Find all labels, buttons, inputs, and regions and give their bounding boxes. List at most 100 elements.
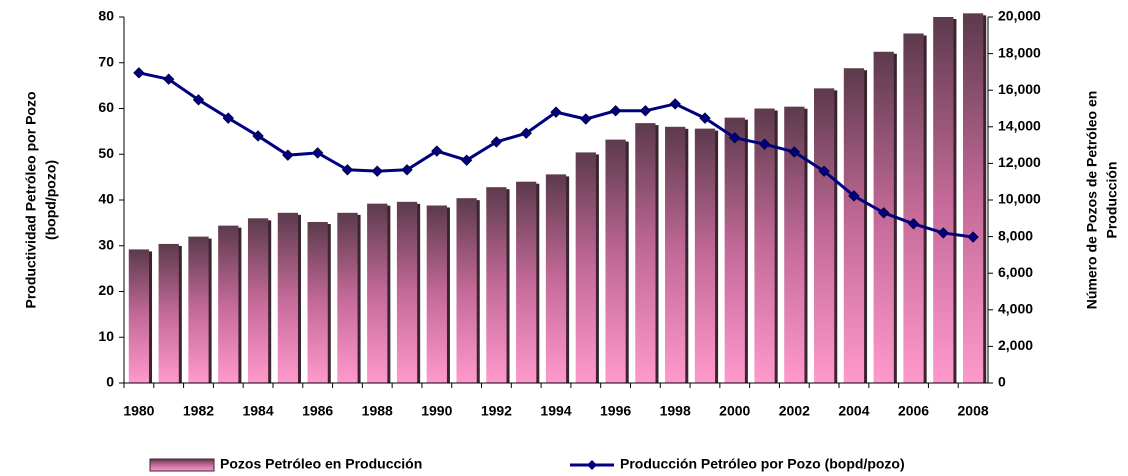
x-tick-label: 1996: [600, 403, 631, 419]
y2-tick-label: 4,000: [998, 301, 1033, 317]
line-marker: [431, 145, 443, 157]
x-tick-label: 1982: [183, 403, 214, 419]
bar: [665, 126, 686, 384]
y-tick-label: 10: [98, 328, 114, 344]
bar: [903, 33, 924, 383]
line-marker: [311, 147, 324, 159]
bar: [218, 225, 239, 383]
line-marker: [162, 73, 175, 85]
line-marker: [580, 113, 592, 125]
y2-tick-label: 20,000: [998, 8, 1041, 24]
line-marker: [967, 231, 979, 243]
bar: [814, 88, 835, 384]
y2-tick-label: 12,000: [998, 154, 1041, 170]
y-tick-label: 50: [98, 145, 114, 161]
y2-tick-label: 10,000: [998, 191, 1041, 207]
bar: [843, 68, 865, 384]
line-marker: [639, 105, 652, 117]
bar: [367, 203, 388, 383]
bar: [158, 243, 179, 383]
bar: [754, 108, 775, 383]
bar: [337, 212, 358, 383]
line-marker: [729, 132, 741, 144]
line-marker: [937, 227, 950, 239]
line-marker: [878, 207, 890, 219]
bar: [635, 123, 656, 383]
bar: [247, 218, 269, 383]
bar: [426, 205, 447, 383]
bar: [575, 152, 596, 383]
line-marker: [252, 130, 264, 142]
bar: [396, 201, 418, 383]
x-tick-label: 1998: [660, 403, 691, 419]
bar: [545, 174, 567, 383]
y2-tick-label: 16,000: [998, 81, 1041, 97]
y-tick-label: 0: [106, 374, 114, 390]
y-axis-title: Productividad Petróleo por Pozo: [23, 91, 39, 308]
line-marker: [460, 154, 473, 166]
bar: [694, 128, 716, 383]
bar: [605, 139, 626, 383]
bar: [486, 187, 507, 383]
line-marker: [222, 112, 234, 124]
line-marker: [371, 165, 383, 177]
y2-tick-label: 8,000: [998, 227, 1033, 243]
legend-label: Producción Petróleo por Pozo (bopd/pozo): [620, 456, 905, 472]
x-tick-label: 1984: [242, 403, 273, 419]
y-tick-label: 80: [98, 8, 114, 24]
x-tick-label: 1990: [421, 403, 452, 419]
x-tick-label: 1980: [123, 403, 154, 419]
x-tick-label: 2006: [898, 403, 929, 419]
y2-tick-label: 2,000: [998, 337, 1033, 353]
y-tick-label: 70: [98, 53, 114, 69]
y-tick-label: 60: [98, 99, 114, 115]
y2-tick-label: 6,000: [998, 264, 1033, 280]
bar: [188, 236, 209, 383]
y-axis-title: (bopd/pozo): [43, 160, 59, 240]
bar: [724, 117, 745, 384]
x-tick-label: 1988: [362, 403, 393, 419]
line-marker: [907, 218, 920, 230]
y2-tick-label: 14,000: [998, 118, 1041, 134]
line-marker: [401, 164, 413, 176]
legend-swatch: [149, 458, 215, 472]
bar: [307, 221, 328, 383]
legend-marker: [587, 460, 597, 470]
y-tick-label: 20: [98, 282, 114, 298]
legend-label: Pozos Petróleo en Producción: [220, 456, 422, 472]
line-marker: [758, 138, 771, 150]
line-marker: [788, 146, 801, 158]
bar: [516, 181, 537, 383]
x-tick-label: 1994: [540, 403, 571, 419]
line-marker: [669, 98, 681, 110]
line-marker: [520, 127, 532, 139]
y2-tick-label: 18,000: [998, 44, 1041, 60]
line-marker: [609, 105, 622, 117]
x-tick-label: 1986: [302, 403, 333, 419]
line-marker: [848, 190, 860, 202]
line-marker: [699, 112, 711, 124]
y2-axis-title: Producción: [1104, 161, 1120, 238]
line-marker: [192, 94, 205, 106]
bar: [456, 198, 477, 383]
y-tick-label: 30: [98, 236, 114, 252]
line-marker: [341, 164, 354, 176]
line-marker: [282, 149, 294, 161]
x-tick-label: 1992: [481, 403, 512, 419]
line-marker: [550, 106, 562, 118]
bar: [128, 249, 150, 383]
x-tick-label: 2008: [958, 403, 989, 419]
x-tick-label: 2004: [838, 403, 869, 419]
y-tick-label: 40: [98, 191, 114, 207]
y2-tick-label: 0: [998, 374, 1006, 390]
bar: [784, 106, 805, 384]
x-tick-label: 2000: [719, 403, 750, 419]
y2-axis-title: Número de Pozos de Petróleo en: [1084, 91, 1100, 310]
bar: [933, 17, 954, 383]
line-marker: [818, 165, 830, 177]
bar: [277, 212, 298, 383]
bar: [962, 13, 984, 384]
x-tick-label: 2002: [779, 403, 810, 419]
line-marker: [490, 136, 503, 148]
